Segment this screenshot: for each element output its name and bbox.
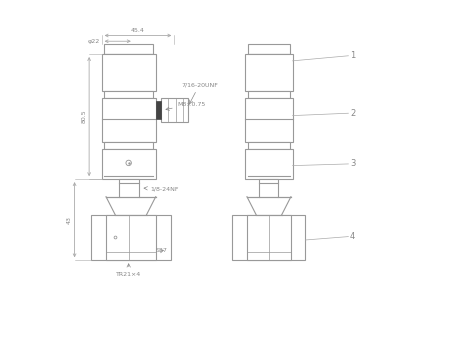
Text: 3: 3 [350,160,356,168]
Text: 80.5: 80.5 [81,110,86,123]
Bar [91,215,171,260]
Text: 45.4: 45.4 [131,28,145,33]
Text: S27: S27 [156,248,167,253]
Text: 4: 4 [350,232,356,241]
Bar [102,98,156,142]
Bar [161,98,188,122]
Bar [102,149,156,179]
Bar [104,44,153,54]
Text: M8×0.75: M8×0.75 [166,102,206,111]
Bar [233,215,306,260]
Bar [104,91,153,98]
Bar [106,215,156,260]
Text: 43: 43 [67,216,72,224]
Bar [104,142,153,149]
Bar [118,179,139,197]
Bar [102,54,156,91]
Text: φ22: φ22 [88,39,100,44]
Text: 7/16-20UNF: 7/16-20UNF [181,82,218,104]
Text: 1/8-24NF: 1/8-24NF [144,187,179,192]
Bar [260,179,279,197]
Bar [156,101,161,119]
Bar [248,91,290,98]
Bar [248,44,290,54]
Bar [245,98,292,142]
Circle shape [126,160,131,166]
Bar [245,54,292,91]
Bar [248,142,290,149]
Text: 2: 2 [350,109,356,118]
Bar [247,215,291,260]
Text: 1: 1 [350,51,356,60]
Text: TR21×4: TR21×4 [116,264,141,277]
Bar [245,149,292,179]
